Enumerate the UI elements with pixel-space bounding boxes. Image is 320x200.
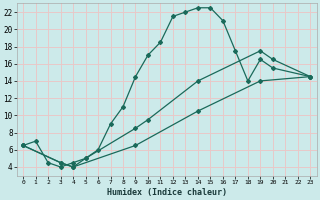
X-axis label: Humidex (Indice chaleur): Humidex (Indice chaleur) bbox=[107, 188, 227, 197]
